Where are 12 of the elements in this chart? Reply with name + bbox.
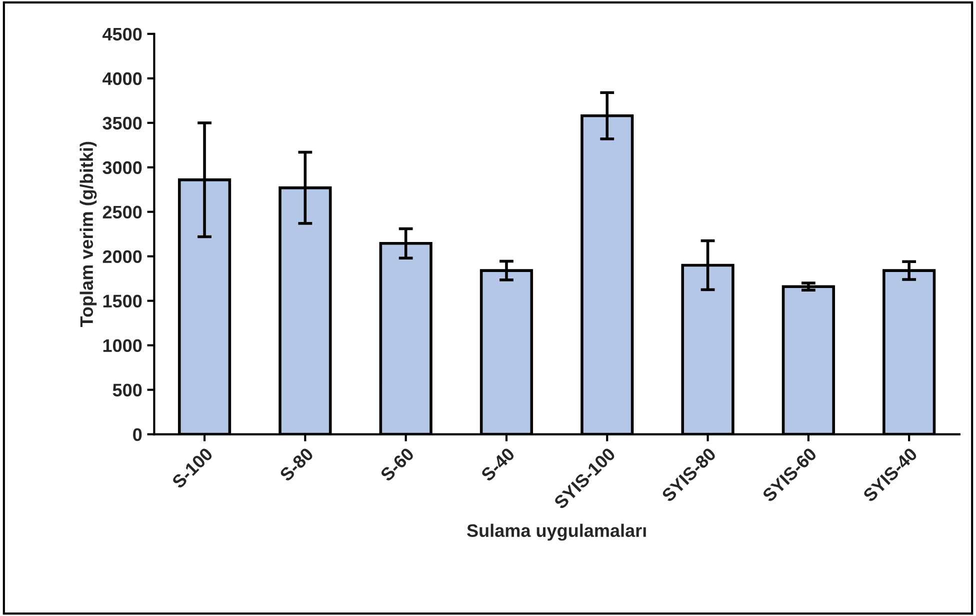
x-axis-title: Sulama uygulamaları	[467, 524, 646, 541]
y-tick-label: 1000	[103, 339, 142, 352]
y-tick-label: 2500	[102, 206, 142, 219]
y-axis-title: Toplam verim (g/bitki)	[80, 142, 97, 328]
y-tick-label: 0	[133, 428, 142, 441]
y-tick-label: 3500	[102, 116, 142, 130]
y-tick-label: 3000	[102, 161, 142, 174]
y-tick-label: 500	[112, 384, 142, 397]
y-tick-label: 4000	[102, 72, 142, 86]
y-tick-label: 4500	[102, 28, 142, 41]
y-tick-label: 1500	[103, 294, 142, 308]
y-tick-label: 2000	[102, 250, 142, 264]
